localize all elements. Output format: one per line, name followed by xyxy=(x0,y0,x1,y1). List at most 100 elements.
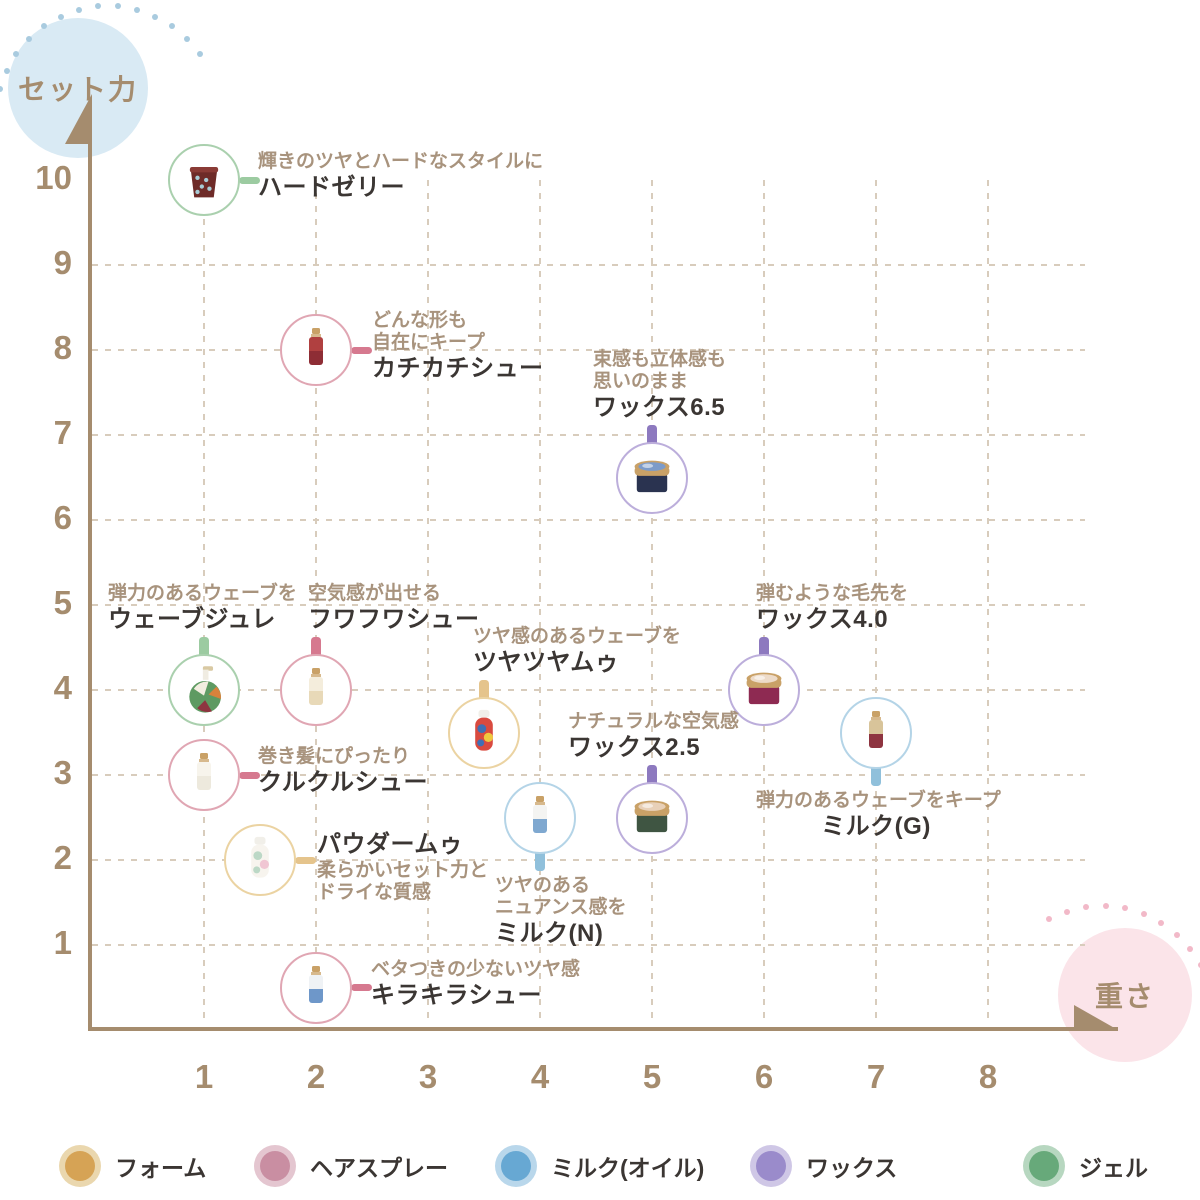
product-connector xyxy=(239,176,260,184)
blue-arc-dot xyxy=(114,3,121,10)
product-connector xyxy=(351,984,372,991)
gridline-vertical-3 xyxy=(427,180,429,1022)
product-connector xyxy=(295,856,316,864)
pink-arc-dot xyxy=(1173,931,1180,938)
legend-item-foam: フォーム xyxy=(65,1146,206,1186)
product-bubble-ワックス2.5[interactable] xyxy=(616,781,688,854)
pink-arc-dot xyxy=(1083,904,1090,911)
y-tick-label-8: 8 xyxy=(53,329,72,366)
legend-item-milk: ミルク(オイル) xyxy=(501,1146,704,1186)
x-tick-label-7: 7 xyxy=(866,1058,886,1095)
legend-swatch-milk xyxy=(501,1151,531,1181)
product-name: ツヤツヤムゥ xyxy=(473,648,620,676)
product-label: ツヤ感のあるウェーブを ツヤツヤムゥ xyxy=(473,626,681,678)
product-bubble-ミルク(N)[interactable] xyxy=(504,781,576,854)
tin-product-icon xyxy=(746,672,782,705)
x-tick-label-5: 5 xyxy=(642,1058,662,1095)
product-connector xyxy=(759,637,769,658)
product-bubble-クルクルシュー[interactable] xyxy=(168,739,240,811)
gridline-horizontal-6 xyxy=(92,519,1085,521)
pink-arc-dot xyxy=(1102,903,1109,910)
product-bubble-フワフワシュー[interactable] xyxy=(280,654,352,726)
product-label: パウダームゥ 柔らかいセット力と ドライな質感 xyxy=(317,830,488,904)
pink-arc-dot xyxy=(1122,905,1129,912)
product-bubble-ツヤツヤムゥ[interactable] xyxy=(448,696,520,769)
gridline-horizontal-1 xyxy=(92,944,1085,946)
pump-bottle-product-icon xyxy=(189,666,222,713)
product-bubble-ミルク(G)[interactable] xyxy=(840,696,912,769)
blue-arc-dot xyxy=(184,35,191,42)
product-tagline: 輝きのツヤとハードなスタイルに xyxy=(258,151,544,172)
product-label: 輝きのツヤとハードなスタイルに ハードゼリー xyxy=(258,151,543,203)
legend-label-milk: ミルク(オイル) xyxy=(551,1155,705,1181)
blue-arc-dot xyxy=(76,6,82,13)
pink-arc-dot xyxy=(1187,946,1194,952)
gridline-horizontal-9 xyxy=(92,264,1085,266)
blue-arc-dot xyxy=(25,35,32,42)
pink-arc-dot xyxy=(1158,920,1165,926)
x-tick-label-3: 3 xyxy=(418,1058,438,1095)
product-connector xyxy=(311,637,321,658)
product-label: 空気感が出せる フワフワシュー xyxy=(308,583,480,635)
blue-arc-dot xyxy=(57,13,64,20)
spray-bottle-product-icon xyxy=(309,328,323,365)
legend-item-gel: ジェル xyxy=(1029,1146,1148,1186)
product-connector xyxy=(351,346,372,354)
legend-label-wax: ワックス xyxy=(806,1155,898,1181)
product-name: ワックス6.5 xyxy=(593,393,726,421)
x-tick-label-4: 4 xyxy=(530,1058,550,1095)
product-name: キラキラシュー xyxy=(371,981,543,1009)
product-connector xyxy=(647,764,657,786)
product-label: 巻き髪にぴったり クルクルシュー xyxy=(258,746,428,798)
product-name: ハードゼリー xyxy=(258,174,405,201)
product-label: ツヤのある ニュアンス感を ミルク(N) xyxy=(495,875,626,949)
spray-bottle-product-icon xyxy=(869,710,883,748)
product-connector xyxy=(647,424,657,446)
product-name: パウダームゥ xyxy=(317,831,464,858)
product-bubble-ウェーブジュレ[interactable] xyxy=(168,654,240,726)
product-tagline: 思いのまま xyxy=(593,370,689,392)
jar-product-icon xyxy=(189,166,219,198)
product-tagline: 巻き髪にぴったり xyxy=(258,746,411,767)
y-tick-label-1: 1 xyxy=(53,924,72,961)
legend-item-spray: ヘアスプレー xyxy=(260,1146,448,1186)
pink-arc-dot xyxy=(1046,916,1053,923)
product-label: ナチュラルな空気感 ワックス2.5 xyxy=(568,711,739,763)
product-bubble-カチカチシュー[interactable] xyxy=(280,314,352,386)
product-bubble-ワックス6.5[interactable] xyxy=(616,441,688,514)
gridline-horizontal-5 xyxy=(92,604,1085,606)
product-tagline: ツヤ感のあるウェーブを xyxy=(473,625,681,647)
gridline-vertical-4 xyxy=(539,180,541,1022)
product-tagline: 弾むような毛先を xyxy=(756,583,909,604)
product-bubble-パウダームゥ[interactable] xyxy=(224,824,296,896)
product-bubble-キラキラシュー[interactable] xyxy=(280,951,352,1024)
spray-bottle-product-icon xyxy=(309,965,323,1003)
product-name: ミルク(N) xyxy=(495,919,604,947)
y-tick-label-4: 4 xyxy=(53,669,72,706)
product-connector xyxy=(535,849,545,871)
legend-swatch-spray xyxy=(260,1151,290,1181)
product-tagline: 空気感が出せる xyxy=(308,583,442,604)
y-tick-label-5: 5 xyxy=(53,584,72,621)
x-tick-label-1: 1 xyxy=(194,1058,214,1095)
blue-arc-dot xyxy=(169,23,176,30)
y-tick-label-2: 2 xyxy=(53,839,72,876)
product-tagline: 弾力のあるウェーブを xyxy=(108,583,297,604)
product-tagline: ドライな質感 xyxy=(317,882,432,903)
product-name: ワックス2.5 xyxy=(568,733,701,761)
x-axis-title: 重さ xyxy=(1094,981,1155,1012)
legend-label-spray: ヘアスプレー xyxy=(310,1155,448,1181)
blue-arc-dot xyxy=(3,67,10,74)
product-bubble-ワックス4.0[interactable] xyxy=(728,654,800,726)
gridline-vertical-7 xyxy=(875,180,877,1022)
x-tick-label-2: 2 xyxy=(306,1058,326,1095)
blue-arc-dot xyxy=(40,23,47,30)
tin-product-icon xyxy=(634,460,670,492)
product-bubble-ハードゼリー[interactable] xyxy=(168,144,240,216)
product-tagline: どんな形も xyxy=(372,310,468,331)
bottle-product-icon xyxy=(251,836,270,878)
legend-swatch-wax xyxy=(756,1151,786,1181)
product-tagline: ナチュラルな空気感 xyxy=(568,710,740,732)
product-connector xyxy=(199,637,209,658)
gridline-horizontal-8 xyxy=(92,349,1085,351)
